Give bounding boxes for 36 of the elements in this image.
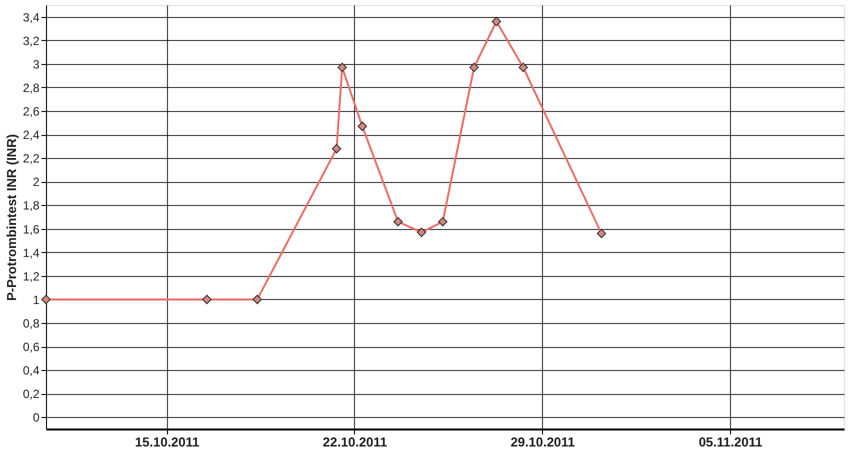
y-tick-label: 2,2 bbox=[22, 152, 40, 166]
y-tick-label: 3,4 bbox=[22, 10, 40, 24]
point bbox=[469, 62, 479, 72]
x-tick-label: 15.10.2011 bbox=[135, 434, 200, 450]
point bbox=[393, 217, 403, 226]
y-tick-label: 3,2 bbox=[22, 34, 40, 48]
y-axis-title: P-Protrombintest INR (INR) bbox=[4, 134, 19, 301]
y-tick-label: 0,4 bbox=[22, 364, 40, 378]
y-tick-label: 1 bbox=[32, 292, 40, 307]
x-tick-label: 22.10.2011 bbox=[322, 434, 388, 450]
y-tick-label: 0,8 bbox=[22, 316, 40, 330]
y-tick-label: 2 bbox=[32, 175, 40, 190]
point bbox=[416, 228, 426, 237]
point bbox=[252, 294, 262, 304]
y-tick-label: 2,8 bbox=[22, 80, 40, 95]
y-tick-label: 0,6 bbox=[22, 340, 40, 354]
y-tick-label: 1,2 bbox=[22, 269, 40, 284]
point bbox=[492, 16, 502, 26]
y-tick-label: 1,6 bbox=[22, 222, 40, 236]
y-tick-label: 1,8 bbox=[22, 198, 40, 213]
x-tick-label: 05.11.2011 bbox=[698, 434, 762, 450]
point bbox=[358, 122, 367, 131]
point bbox=[596, 228, 606, 238]
y-tick-label: 1,4 bbox=[22, 246, 40, 260]
point bbox=[337, 62, 347, 72]
y-tick-label: 3 bbox=[32, 57, 40, 72]
y-tick-label: 0,2 bbox=[22, 387, 40, 402]
x-tick-label: 29.10.2011 bbox=[510, 434, 575, 450]
y-tick-label: 2,4 bbox=[22, 128, 40, 142]
point bbox=[202, 294, 212, 304]
point bbox=[438, 217, 448, 226]
point bbox=[41, 294, 51, 304]
y-tick-label: 0 bbox=[32, 410, 40, 425]
y-tick-label: 2,6 bbox=[22, 104, 40, 118]
point bbox=[332, 144, 342, 154]
point bbox=[518, 62, 528, 72]
